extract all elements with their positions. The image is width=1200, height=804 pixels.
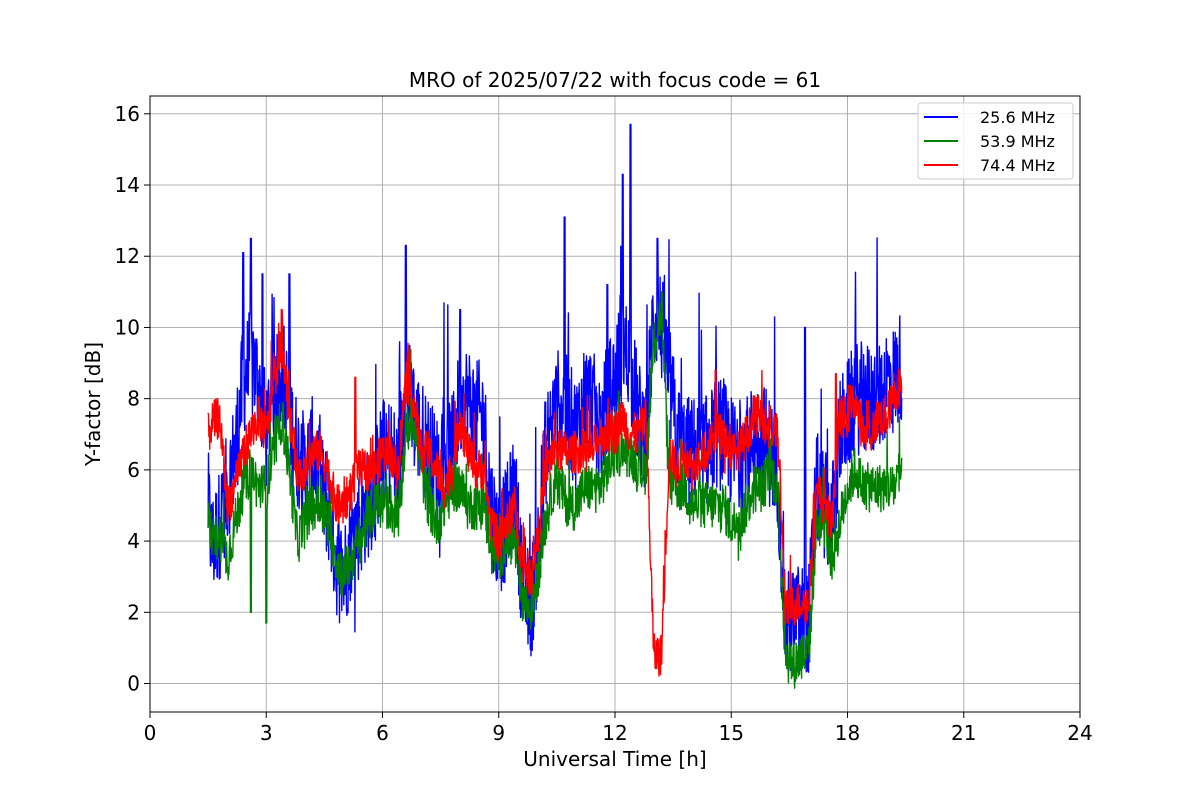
y-tick-label: 6	[127, 458, 140, 482]
x-tick-label: 6	[376, 721, 389, 745]
chart-title: MRO of 2025/07/22 with focus code = 61	[409, 68, 821, 92]
y-tick-label: 2	[127, 600, 140, 624]
legend-label: 53.9 MHz	[980, 132, 1055, 151]
series-line	[207, 291, 903, 689]
x-tick-label: 21	[951, 721, 976, 745]
legend: 25.6 MHz 53.9 MHz 74.4 MHz	[917, 102, 1074, 180]
x-tick-label: 24	[1067, 721, 1092, 745]
x-tick-label: 9	[492, 721, 505, 745]
x-tick-label: 3	[260, 721, 273, 745]
y-tick-label: 8	[127, 387, 140, 411]
x-tick-label: 18	[835, 721, 860, 745]
y-tick-label: 4	[127, 529, 140, 553]
series-lines	[207, 123, 903, 689]
y-tick-label: 10	[115, 315, 140, 339]
y-axis-label: Y-factor [dB]	[81, 342, 105, 467]
series-line	[207, 308, 903, 677]
x-tick-label: 12	[602, 721, 627, 745]
legend-label: 74.4 MHz	[980, 156, 1055, 175]
x-tick-label: 15	[719, 721, 744, 745]
legend-box	[917, 102, 1074, 180]
y-tick-label: 14	[115, 173, 140, 197]
x-axis-label: Universal Time [h]	[523, 747, 706, 771]
y-tick-label: 0	[127, 672, 140, 696]
legend-label: 25.6 MHz	[980, 108, 1055, 127]
y-tick-label: 16	[115, 102, 140, 126]
y-tick-label: 12	[115, 244, 140, 268]
x-tick-label: 0	[144, 721, 157, 745]
